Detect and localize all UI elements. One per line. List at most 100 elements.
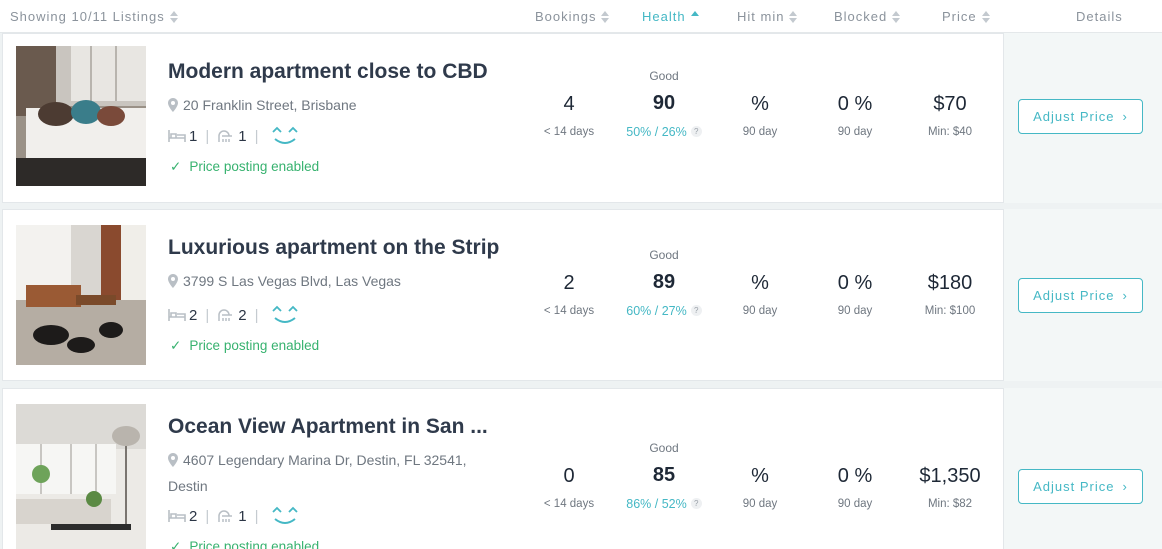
bed-icon [168, 510, 186, 522]
price-value: $1,350 [919, 465, 981, 487]
bookings-cell: 0 < 14 days [529, 465, 609, 510]
health-percent-text: 86% / 52% [626, 497, 687, 511]
bookings-cell: 2 < 14 days [529, 272, 609, 317]
posting-text: Price posting enabled [189, 539, 320, 549]
listing-photo[interactable] [16, 46, 146, 186]
blocked-value: 0 % [837, 272, 873, 294]
column-bookings[interactable]: Bookings [535, 9, 610, 24]
bookings-period: < 14 days [543, 126, 595, 138]
bookings-value: 0 [563, 465, 575, 487]
smile-face-icon [267, 506, 303, 526]
shower-icon [217, 309, 235, 321]
amenities: 2 | 2 | [168, 305, 303, 325]
bedroom-count: 2 [189, 507, 198, 525]
address-text: 3799 S Las Vegas Blvd, Las Vegas [183, 273, 401, 289]
map-pin-icon [168, 271, 178, 295]
listing-photo[interactable] [16, 225, 146, 365]
listing-title[interactable]: Luxurious apartment on the Strip [168, 236, 500, 259]
bookings-period: < 14 days [543, 498, 595, 510]
health-cell: Good 90 50% / 26%? [614, 69, 714, 139]
hit-min-period: 90 day [742, 498, 778, 510]
health-cell: Good 85 86% / 52%? [614, 441, 714, 511]
button-label: Adjust Price [1033, 109, 1115, 124]
help-icon[interactable]: ? [690, 305, 702, 316]
divider: | [205, 306, 210, 324]
divider: | [205, 127, 210, 145]
health-percent: 60% / 27%? [614, 304, 714, 318]
button-label: Adjust Price [1033, 288, 1115, 303]
hit-min-period: 90 day [742, 126, 778, 138]
hit-min-period: 90 day [742, 305, 778, 317]
listing-title[interactable]: Modern apartment close to CBD [168, 60, 488, 83]
column-label: Blocked [834, 9, 888, 24]
hit-min-cell: % 90 day [720, 93, 800, 138]
blocked-cell: 0 % 90 day [815, 93, 895, 138]
listing-count-sort[interactable]: Showing 10/11 Listings [10, 9, 179, 24]
details-cell [1004, 388, 1162, 549]
health-label: Good [649, 69, 679, 83]
address-text: 4607 Legendary Marina Dr, Destin, FL 325… [168, 452, 467, 494]
map-pin-icon [168, 450, 178, 474]
bookings-cell: 4 < 14 days [529, 93, 609, 138]
sort-arrows-icon [789, 10, 798, 24]
checkmark-icon: ✓ [170, 338, 182, 353]
health-score: 90 [652, 92, 676, 114]
bookings-value: 4 [563, 93, 575, 115]
listing-card [2, 209, 1004, 381]
bathroom-count: 1 [238, 507, 247, 525]
blocked-cell: 0 % 90 day [815, 272, 895, 317]
column-blocked[interactable]: Blocked [834, 9, 901, 24]
listing-row: Ocean View Apartment in San ... 4607 Leg… [0, 388, 1162, 549]
listing-photo[interactable] [16, 404, 146, 549]
price-minimum: Min: $40 [927, 126, 973, 138]
blocked-value: 0 % [837, 93, 873, 115]
chevron-right-icon: › [1122, 479, 1128, 494]
button-label: Adjust Price [1033, 479, 1115, 494]
adjust-price-button[interactable]: Adjust Price › [1018, 99, 1143, 134]
bedroom-count: 1 [189, 127, 198, 145]
amenities: 1 | 1 | [168, 126, 303, 146]
column-price[interactable]: Price [942, 9, 991, 24]
help-icon[interactable]: ? [690, 498, 702, 509]
listing-title[interactable]: Ocean View Apartment in San ... [168, 415, 488, 438]
help-icon[interactable]: ? [690, 126, 702, 137]
sort-arrows-icon [981, 10, 991, 24]
column-health[interactable]: Health [642, 9, 700, 24]
column-label: Price [942, 9, 977, 24]
health-percent: 50% / 26%? [614, 125, 714, 139]
column-label: Hit min [737, 9, 785, 24]
bathroom-count: 1 [238, 127, 247, 145]
adjust-price-button[interactable]: Adjust Price › [1018, 469, 1143, 504]
chevron-right-icon: › [1122, 288, 1128, 303]
health-cell: Good 89 60% / 27%? [614, 248, 714, 318]
listing-card [2, 388, 1004, 549]
listing-row: Luxurious apartment on the Strip 3799 S … [0, 209, 1162, 381]
sort-ascending-icon [690, 10, 700, 24]
posting-text: Price posting enabled [189, 338, 320, 353]
shower-icon [217, 510, 235, 522]
price-cell: $70 Min: $40 [905, 93, 995, 138]
divider: | [205, 507, 210, 525]
divider: | [254, 306, 259, 324]
bed-icon [168, 309, 186, 321]
price-cell: $180 Min: $100 [905, 272, 995, 317]
checkmark-icon: ✓ [170, 539, 182, 549]
adjust-price-button[interactable]: Adjust Price › [1018, 278, 1143, 313]
hit-min-value: % [751, 465, 769, 487]
price-minimum: Min: $100 [924, 305, 976, 317]
smile-face-icon [267, 305, 303, 325]
column-hit-min[interactable]: Hit min [737, 9, 798, 24]
posting-status: ✓ Price posting enabled [170, 338, 319, 354]
listing-row: Modern apartment close to CBD 20 Frankli… [0, 33, 1162, 203]
bed-icon [168, 130, 186, 142]
posting-status: ✓ Price posting enabled [170, 159, 319, 175]
health-percent: 86% / 52%? [614, 497, 714, 511]
hit-min-value: % [751, 272, 769, 294]
bedroom-count: 2 [189, 306, 198, 324]
listing-address: 4607 Legendary Marina Dr, Destin, FL 325… [168, 448, 503, 498]
health-label: Good [649, 441, 679, 455]
smile-face-icon [267, 126, 303, 146]
column-details: Details [1076, 9, 1123, 24]
column-label: Bookings [535, 9, 597, 24]
bathroom-count: 2 [238, 306, 247, 324]
